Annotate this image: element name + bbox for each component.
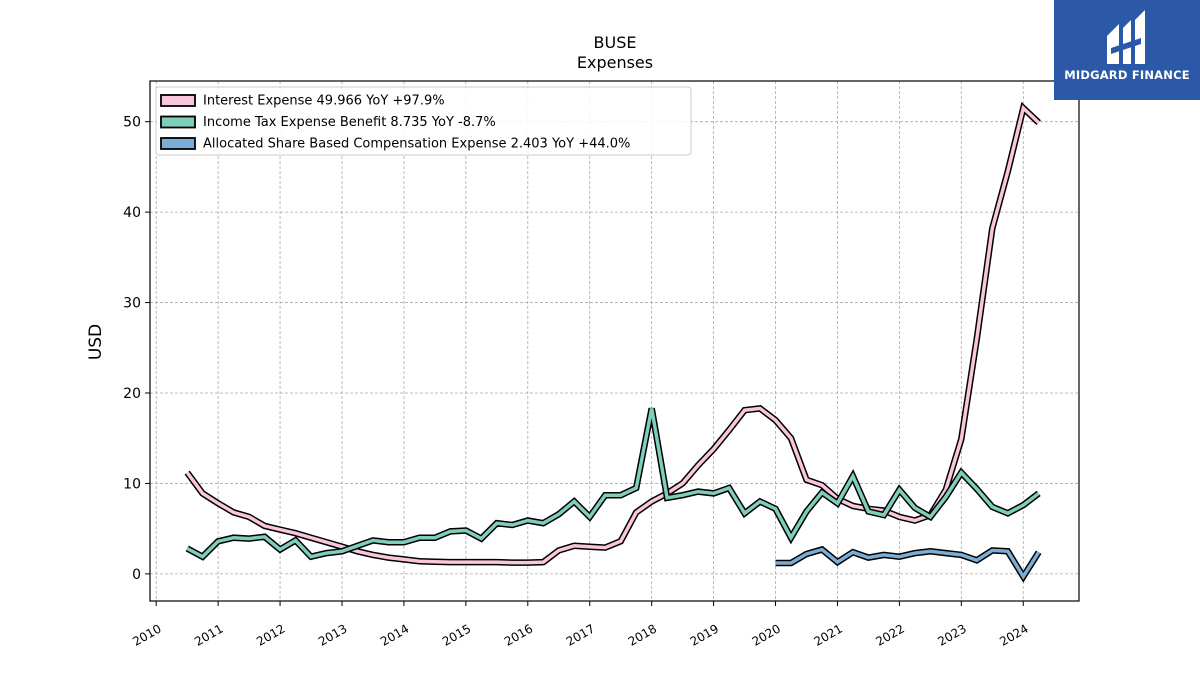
x-tick-label: 2021 <box>812 621 845 648</box>
legend-swatch-2 <box>160 115 196 129</box>
x-axis: 2010 2011 2012 2013 2014 2015 2016 2017 2018 2019… <box>130 601 1031 649</box>
series-line-2 <box>186 408 1040 559</box>
x-tick-label: 2015 <box>440 621 473 648</box>
x-tick-label: 2023 <box>935 621 968 648</box>
x-tick-label: 2011 <box>192 621 225 648</box>
y-tick-label: 30 <box>123 296 141 312</box>
y-axis-label: USD <box>86 324 106 360</box>
legend-label-1: Interest Expense 49.966 YoY +97.9% <box>203 94 445 109</box>
y-axis: 0 10 20 30 40 50 <box>123 115 150 583</box>
series-line-outline-2 <box>185 407 1041 561</box>
y-tick-label: 40 <box>123 205 141 221</box>
x-tick-label: 2017 <box>564 621 597 648</box>
chart-subtitle: Expenses <box>577 53 653 72</box>
legend-swatch-1 <box>160 94 196 107</box>
y-tick-label: 20 <box>123 386 141 402</box>
series-layer <box>184 101 1042 583</box>
legend: Interest Expense 49.966 YoY +97.9% Income… <box>155 86 692 156</box>
series-line-1 <box>185 104 1040 565</box>
legend-label-2: Income Tax Expense Benefit 8.735 YoY -8.… <box>203 115 496 130</box>
x-tick-label: 2019 <box>688 621 721 648</box>
y-tick-label: 10 <box>123 476 141 492</box>
legend-box <box>155 86 692 156</box>
midgard-finance-logo: MIDGARD FINANCE <box>1054 0 1200 100</box>
x-tick-label: 2010 <box>130 621 163 648</box>
plot-frame <box>149 80 1080 602</box>
x-tick-label: 2022 <box>873 621 906 648</box>
x-tick-label: 2016 <box>502 621 535 648</box>
legend-label-3: Allocated Share Based Compensation Expen… <box>203 137 630 152</box>
legend-swatch-3 <box>160 137 196 150</box>
x-tick-label: 2018 <box>626 621 659 648</box>
series-line-3 <box>775 547 1041 580</box>
midgard-finance-logo-icon <box>1107 10 1145 64</box>
chart-title: BUSE <box>594 33 637 52</box>
x-tick-label: 2013 <box>316 621 349 648</box>
grid <box>150 81 1079 601</box>
y-tick-label: 50 <box>123 115 141 131</box>
y-tick-label: 0 <box>132 567 141 583</box>
logo-text: MIDGARD FINANCE <box>1064 68 1190 82</box>
x-tick-label: 2012 <box>254 621 287 648</box>
x-tick-label: 2020 <box>750 621 783 648</box>
x-tick-label: 2014 <box>378 621 411 648</box>
x-tick-label: 2024 <box>997 621 1030 648</box>
